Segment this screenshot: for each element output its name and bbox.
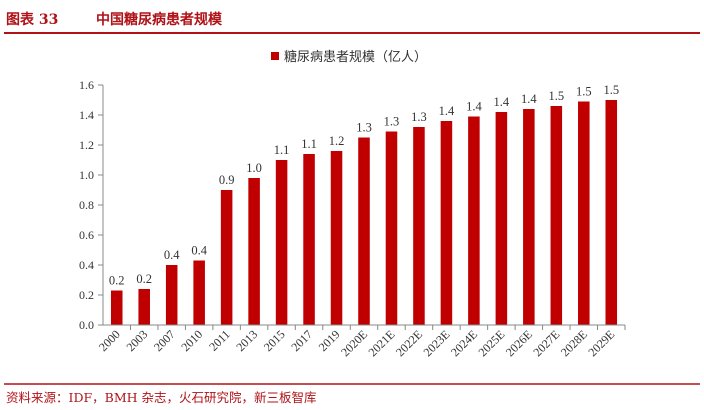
bar [275,160,288,325]
data-label: 1.1 [301,137,317,151]
figure-title: 中国糖尿病患者规模 [96,11,223,28]
legend-label: 糖尿病患者规模（亿人） [284,49,427,65]
bar [523,109,535,325]
bar [330,151,343,325]
y-tick-label: 0.0 [79,318,94,332]
x-tick-label: 2015 [261,327,288,354]
bar [495,112,508,325]
data-label: 0.4 [191,244,207,258]
x-tick-label: 2029E [585,327,617,359]
data-label: 1.3 [356,121,372,135]
data-label: 0.9 [219,173,235,187]
bar-series [110,100,618,325]
bar [165,265,178,325]
data-label: 0.2 [136,272,152,286]
x-tick-label: 2028E [558,327,590,359]
data-label: 1.4 [521,92,537,106]
data-labels: 0.2 0.2 0.4 0.4 0.9 1.0 1.1 1.1 1.2 1.3 1.3 1.3 1.4 1… [109,83,619,288]
source-note: 资料来源：IDF，BMH 杂志，火石研究院，新三板智库 [6,390,317,405]
y-tick-label: 0.8 [79,198,94,212]
y-tick-label: 0.6 [79,228,94,242]
x-tick-label: 2027E [530,327,562,359]
data-label: 0.2 [109,274,125,288]
x-tick-label: 2020E [338,327,370,359]
x-tick-label: 2017 [288,327,315,354]
data-label: 0.4 [164,248,180,262]
data-label: 1.3 [411,110,427,124]
bar [248,178,260,325]
data-label: 1.0 [246,161,262,175]
data-label: 1.1 [274,143,290,157]
bar [578,101,590,325]
data-label: 1.5 [549,89,565,103]
bar [413,127,425,325]
bar [193,260,205,325]
y-tick-label: 0.4 [79,258,94,272]
data-label: 1.4 [466,100,482,114]
data-label: 1.5 [576,85,592,99]
y-axis: 0.0 0.2 0.4 0.6 0.8 1.0 1.2 1.4 1.6 [79,78,104,332]
y-tick-label: 1.2 [79,138,94,152]
legend-swatch [271,52,279,60]
bar [358,137,370,325]
figure-number: 图表 33 [6,11,58,28]
x-tick-label: 2022E [393,327,425,359]
x-tick-label: 2011 [206,327,233,354]
x-tick-label: 2010 [178,327,205,354]
data-label: 1.3 [384,115,400,129]
x-tick-label: 2021E [366,327,398,359]
y-tick-label: 0.2 [79,288,94,302]
x-tick-label: 2000 [96,327,123,354]
x-tick-label: 2007 [151,327,178,354]
bar [550,106,563,325]
bar [303,154,315,325]
x-tick-label: 2013 [233,327,260,354]
x-axis: 2000 2003 2007 2010 2011 2013 2015 2017 20192020… [96,324,626,359]
bar [468,116,480,325]
y-tick-label: 1.0 [79,168,94,182]
y-tick-label: 1.4 [79,108,94,122]
bar [605,100,618,325]
data-label: 1.2 [329,134,345,148]
x-tick-label: 2026E [503,327,535,359]
bar [220,190,233,325]
x-tick-label: 2024E [448,327,480,359]
bar [385,131,398,325]
data-label: 1.4 [494,95,510,109]
data-label: 1.4 [439,104,455,118]
bar [110,290,123,325]
y-tick-label: 1.6 [79,78,94,92]
data-label: 1.5 [603,83,619,97]
x-tick-label: 2025E [475,327,507,359]
x-tick-label: 2003 [123,327,150,354]
bar [138,289,150,325]
x-tick-label: 2023E [420,327,452,359]
bar [440,121,453,325]
